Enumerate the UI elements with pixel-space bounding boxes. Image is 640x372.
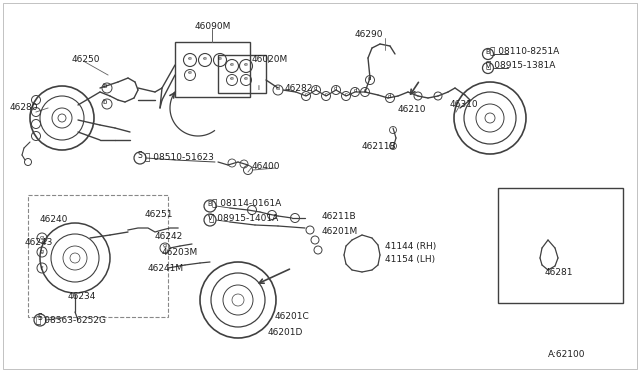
Text: 46211B: 46211B [362, 142, 397, 151]
Text: d: d [368, 76, 372, 80]
Text: Ⓑ 08114-0161A: Ⓑ 08114-0161A [212, 198, 281, 207]
Text: 46211B: 46211B [322, 212, 356, 221]
Text: Ⓥ 08915-1381A: Ⓥ 08915-1381A [486, 60, 556, 69]
Text: e: e [218, 55, 222, 61]
Text: S: S [138, 151, 142, 160]
Text: 46240: 46240 [40, 215, 68, 224]
Text: e: e [188, 71, 192, 76]
Text: Ⓥ 08915-1401A: Ⓥ 08915-1401A [209, 213, 278, 222]
Text: c: c [305, 92, 307, 96]
Bar [175, 42, 250, 97]
Text: e: e [203, 55, 207, 61]
Text: A:62100: A:62100 [547, 350, 585, 359]
Text: e: e [188, 55, 192, 61]
Text: 46243: 46243 [25, 238, 53, 247]
Text: 46280: 46280 [10, 103, 38, 112]
Text: d: d [334, 86, 338, 90]
Text: 46241M: 46241M [148, 264, 184, 273]
Text: 46282: 46282 [285, 84, 314, 93]
Text: g: g [163, 244, 167, 248]
Text: 46201D: 46201D [268, 328, 303, 337]
Text: 46251: 46251 [145, 210, 173, 219]
Text: 41154 (LH): 41154 (LH) [385, 255, 435, 264]
Text: B: B [486, 49, 490, 55]
Text: b: b [103, 99, 107, 105]
Text: Ⓢ 08510-51623: Ⓢ 08510-51623 [145, 152, 214, 161]
Text: 46400: 46400 [252, 162, 280, 171]
Bar [28, 195, 168, 317]
Text: Ⓢ 08363-6252G: Ⓢ 08363-6252G [36, 315, 106, 324]
Text: V: V [207, 215, 212, 221]
Text: b: b [103, 83, 107, 89]
Text: V: V [486, 63, 490, 69]
Text: B: B [207, 201, 212, 207]
Text: d: d [314, 86, 317, 90]
Text: Ⓑ 08110-8251A: Ⓑ 08110-8251A [490, 46, 559, 55]
Text: g: g [40, 235, 44, 241]
Text: f: f [41, 266, 43, 270]
Text: e: e [244, 61, 248, 67]
Text: i: i [257, 85, 259, 91]
Text: e: e [230, 76, 234, 80]
Text: d: d [388, 93, 392, 99]
Text: 46210: 46210 [398, 105, 426, 114]
Text: e: e [244, 76, 248, 80]
Text: 46090M: 46090M [195, 22, 232, 31]
Text: 46290: 46290 [355, 30, 383, 39]
Text: d: d [353, 87, 356, 93]
Bar [498, 188, 623, 303]
Text: 41144 (RH): 41144 (RH) [385, 242, 436, 251]
Text: 46281: 46281 [545, 268, 573, 277]
Text: c: c [344, 92, 348, 96]
Text: 46242: 46242 [155, 232, 183, 241]
Text: 46250: 46250 [72, 55, 100, 64]
Text: 46203M: 46203M [162, 248, 198, 257]
Text: c: c [364, 87, 367, 93]
Text: S: S [38, 314, 42, 323]
Text: 46201C: 46201C [275, 312, 310, 321]
Text: 46201M: 46201M [322, 227, 358, 236]
Text: c: c [324, 92, 328, 96]
Text: 46310: 46310 [450, 100, 479, 109]
Text: e: e [230, 61, 234, 67]
Bar [218, 55, 266, 93]
Text: 46020M: 46020M [252, 55, 288, 64]
Text: d: d [276, 86, 280, 90]
Text: 46234: 46234 [68, 292, 97, 301]
Text: g: g [40, 250, 44, 254]
